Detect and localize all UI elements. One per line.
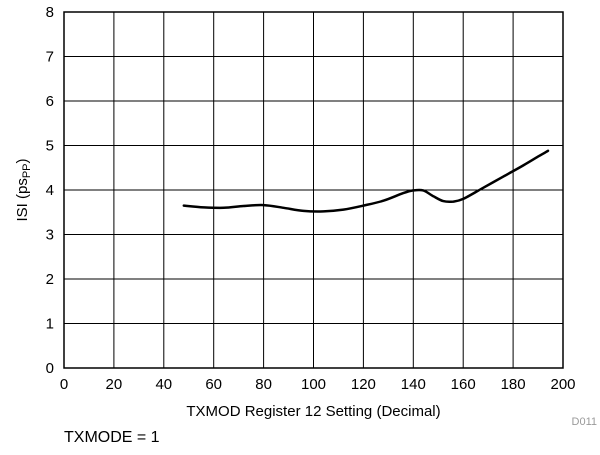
x-tick-label: 80: [255, 376, 272, 393]
y-tick-label: 7: [46, 49, 54, 66]
series-line: [182, 149, 550, 213]
gridlines: [63, 11, 564, 369]
x-tick-label: 0: [60, 376, 68, 393]
y-tick-labels: 0 1 2 3 4 5 6 7 8: [46, 4, 54, 377]
x-tick-label: 180: [501, 376, 526, 393]
y-tick-label: 8: [46, 4, 54, 21]
x-tick-label: 140: [401, 376, 426, 393]
figure-id: D011: [572, 416, 597, 428]
x-tick-label: 100: [301, 376, 326, 393]
y-axis-title-subscript: PP: [21, 163, 33, 178]
x-tick-label: 200: [550, 376, 575, 393]
y-tick-label: 4: [46, 182, 54, 199]
x-tick-label: 40: [155, 376, 172, 393]
y-tick-label: 0: [46, 360, 54, 377]
y-tick-label: 6: [46, 93, 54, 110]
x-tick-label: 20: [106, 376, 123, 393]
y-axis-title-close: ): [14, 158, 31, 163]
plot-frame: [63, 11, 564, 369]
x-tick-labels: 0 20 40 60 80 100 120 140 160 180 200: [60, 376, 576, 393]
y-tick-label: 2: [46, 271, 54, 288]
x-tick-label: 160: [451, 376, 476, 393]
y-tick-label: 1: [46, 316, 54, 333]
footnote: TXMODE = 1: [64, 429, 160, 446]
x-axis-title: TXMOD Register 12 Setting (Decimal): [186, 403, 440, 420]
y-axis-title: ISI (psPP): [14, 158, 33, 221]
y-tick-label: 5: [46, 138, 54, 155]
x-tick-label: 60: [205, 376, 222, 393]
x-tick-label: 120: [351, 376, 376, 393]
y-tick-label: 3: [46, 227, 54, 244]
y-axis-title-main: ISI (ps: [14, 178, 31, 221]
